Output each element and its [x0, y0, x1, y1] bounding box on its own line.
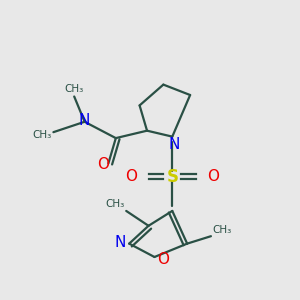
Text: N: N — [115, 235, 126, 250]
Text: N: N — [168, 136, 179, 152]
Text: O: O — [125, 169, 137, 184]
Text: N: N — [79, 113, 90, 128]
Text: O: O — [207, 169, 219, 184]
Text: CH₃: CH₃ — [33, 130, 52, 140]
Text: CH₃: CH₃ — [106, 200, 125, 209]
Text: O: O — [97, 158, 109, 172]
Text: S: S — [166, 168, 178, 186]
Text: CH₃: CH₃ — [64, 83, 84, 94]
Text: CH₃: CH₃ — [212, 225, 232, 235]
Text: O: O — [158, 252, 169, 267]
